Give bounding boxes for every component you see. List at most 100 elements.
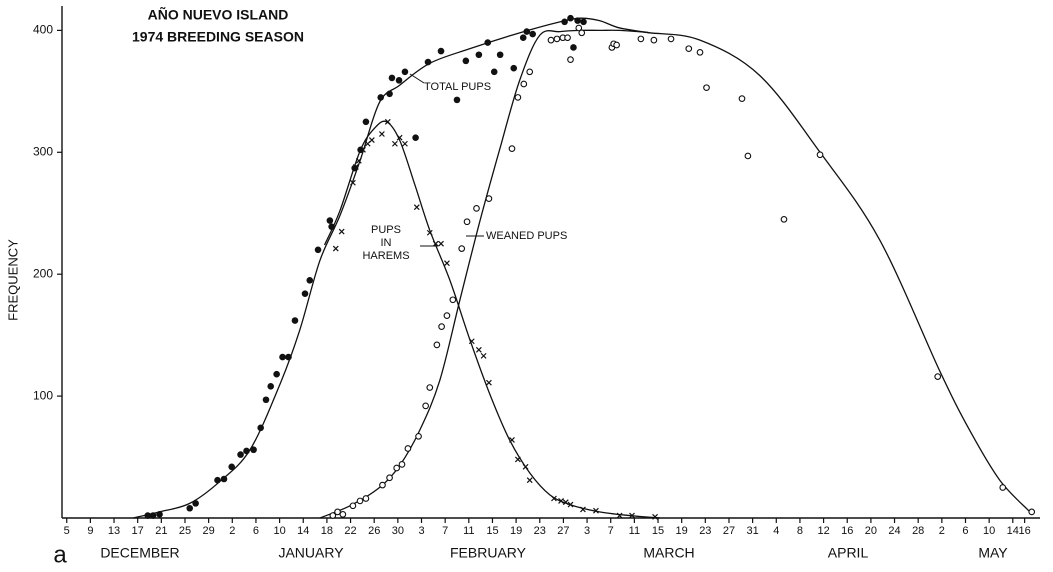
point: [652, 513, 658, 520]
x-tick-label: 30: [392, 525, 404, 537]
point: [567, 14, 574, 22]
point: [475, 51, 483, 59]
point: [422, 402, 429, 410]
point: [613, 41, 620, 49]
chart-title: AÑO NUEVO ISLAND: [148, 6, 289, 23]
point: [339, 510, 347, 518]
point: [444, 260, 450, 267]
y-tick-label: 400: [33, 23, 53, 37]
point: [384, 118, 391, 125]
month-label: MAY: [978, 545, 1008, 561]
point: [510, 64, 518, 72]
series-label: PUPS IN HAREMS: [362, 224, 409, 262]
x-tick-label: 5: [64, 525, 70, 537]
x-tick-label: 24: [888, 525, 900, 537]
point: [999, 484, 1007, 491]
point: [360, 146, 366, 153]
point: [355, 157, 362, 164]
point: [326, 217, 334, 224]
point: [490, 68, 498, 76]
x-tick-label: 19: [676, 525, 688, 537]
point: [243, 447, 250, 455]
x-tick-label: 21: [155, 525, 167, 537]
point: [426, 384, 434, 391]
point: [514, 456, 521, 463]
point: [523, 28, 531, 35]
x-tick-label: 12: [817, 525, 829, 537]
point: [458, 245, 466, 252]
point: [368, 137, 375, 144]
x-tick-label: 2: [939, 525, 945, 537]
point: [379, 481, 386, 489]
point: [650, 36, 658, 44]
x-tick-label: 14: [1007, 525, 1019, 537]
point: [349, 502, 357, 510]
point: [564, 34, 571, 42]
point: [449, 296, 457, 304]
point: [561, 18, 568, 26]
point: [509, 437, 515, 443]
x-tick-label: 29: [203, 525, 215, 537]
x-tick-label: 27: [557, 525, 569, 537]
x-tick-label: 19: [510, 525, 522, 537]
point: [558, 498, 564, 504]
point: [496, 51, 504, 59]
point: [378, 131, 385, 137]
point: [570, 44, 577, 51]
y-tick-label: 100: [33, 388, 53, 402]
x-tick-label: 8: [797, 525, 803, 537]
x-tick-label: 16: [1019, 525, 1031, 537]
month-label: DECEMBER: [100, 545, 179, 561]
x-tick-label: 23: [534, 525, 546, 537]
point: [402, 140, 408, 147]
point: [438, 240, 444, 247]
point: [412, 134, 419, 141]
point: [578, 29, 586, 37]
month-label: MARCH: [643, 545, 694, 561]
point: [291, 317, 299, 324]
point: [214, 476, 221, 484]
x-tick-label: 15: [486, 525, 498, 537]
panel-label: a: [53, 541, 67, 568]
point: [667, 35, 675, 43]
x-tick-label: 18: [321, 525, 333, 537]
month-label: APRIL: [828, 545, 869, 561]
point: [526, 477, 533, 484]
point: [574, 17, 581, 24]
x-tick-label: 6: [962, 525, 968, 537]
x-tick-label: 10: [273, 525, 285, 537]
point: [257, 424, 264, 432]
point: [616, 512, 623, 519]
point: [437, 47, 445, 55]
point: [144, 512, 152, 519]
point: [685, 45, 693, 53]
point: [453, 96, 461, 104]
point: [438, 323, 445, 330]
point: [519, 34, 527, 41]
x-tick-label: 15: [652, 525, 664, 537]
point: [480, 352, 487, 359]
point: [391, 140, 398, 147]
point: [567, 501, 574, 508]
point: [934, 373, 942, 380]
point: [816, 151, 824, 159]
x-tick-label: 11: [463, 525, 474, 537]
point: [386, 474, 393, 482]
x-tick-label: 17: [132, 525, 144, 537]
point: [485, 195, 493, 202]
point: [301, 290, 309, 297]
x-tick-label: 2: [229, 525, 235, 537]
point: [306, 276, 314, 284]
point: [349, 179, 356, 186]
point: [352, 163, 359, 170]
series-label: TOTAL PUPS: [424, 81, 491, 93]
point: [526, 68, 534, 76]
point: [514, 94, 522, 101]
point: [393, 464, 401, 472]
point: [186, 504, 194, 512]
point: [738, 95, 746, 102]
x-tick-label: 25: [179, 525, 191, 537]
point: [396, 134, 403, 141]
point: [362, 495, 370, 502]
point: [468, 338, 475, 345]
